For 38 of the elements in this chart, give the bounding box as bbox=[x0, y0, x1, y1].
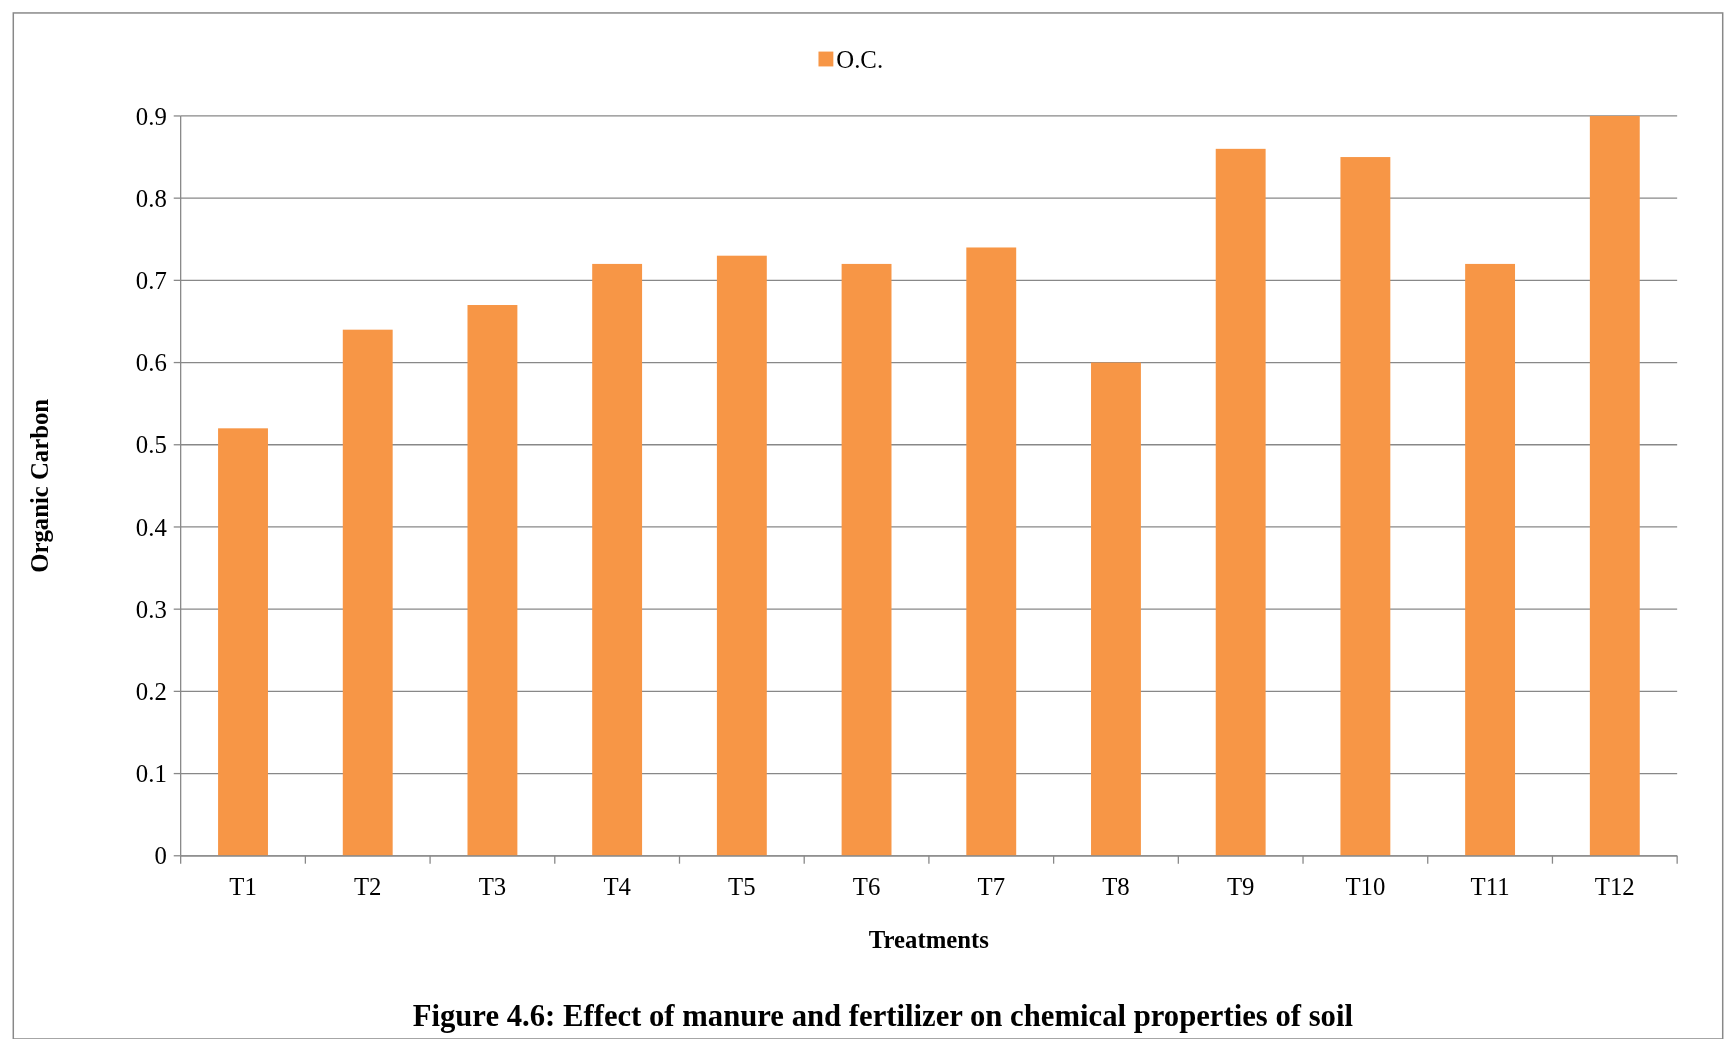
y-tick-label: 0.6 bbox=[135, 349, 167, 377]
y-tick-label: 0.1 bbox=[135, 760, 167, 788]
y-tick-label: 0.3 bbox=[135, 595, 167, 623]
y-tick-label: 0.8 bbox=[135, 184, 167, 212]
x-tick-label: T12 bbox=[1594, 873, 1635, 901]
bar bbox=[592, 263, 643, 856]
x-tick-label: T3 bbox=[478, 873, 507, 901]
bar bbox=[716, 255, 767, 856]
y-tick-label: 0.9 bbox=[135, 102, 167, 130]
x-tick-label: T2 bbox=[353, 873, 382, 901]
x-tick-label: T10 bbox=[1345, 873, 1386, 901]
x-tick-label: T9 bbox=[1226, 873, 1255, 901]
y-tick-label: 0.5 bbox=[135, 431, 167, 459]
bar bbox=[1589, 115, 1640, 856]
bar bbox=[1340, 157, 1391, 856]
y-axis-title: Organic Carbon bbox=[25, 398, 53, 573]
bar bbox=[467, 305, 518, 856]
x-tick-label: T8 bbox=[1102, 873, 1130, 901]
bar bbox=[342, 329, 393, 856]
y-tick-label: 0.2 bbox=[135, 678, 167, 706]
bar bbox=[1091, 362, 1141, 856]
bar bbox=[1465, 263, 1516, 856]
x-axis-title: Treatments bbox=[868, 925, 990, 953]
y-tick-label: 0.7 bbox=[135, 267, 167, 295]
bar bbox=[218, 428, 268, 856]
x-tick-label: T5 bbox=[728, 873, 756, 901]
legend-label: O.C. bbox=[836, 46, 884, 74]
y-tick-label: 0.4 bbox=[135, 513, 167, 541]
bar bbox=[966, 247, 1017, 856]
bar bbox=[1215, 148, 1266, 856]
x-tick-label: T4 bbox=[603, 873, 631, 901]
text: Figure 4.6: Effect of manure and fertilizer on chemical properties of soil bbox=[412, 999, 1354, 1034]
x-tick-label: T1 bbox=[229, 873, 257, 901]
y-tick-label: 0 bbox=[154, 842, 167, 870]
x-tick-label: T11 bbox=[1470, 873, 1510, 901]
x-tick-label: T6 bbox=[852, 873, 881, 901]
bar bbox=[841, 263, 892, 856]
x-tick-label: T7 bbox=[977, 873, 1006, 901]
